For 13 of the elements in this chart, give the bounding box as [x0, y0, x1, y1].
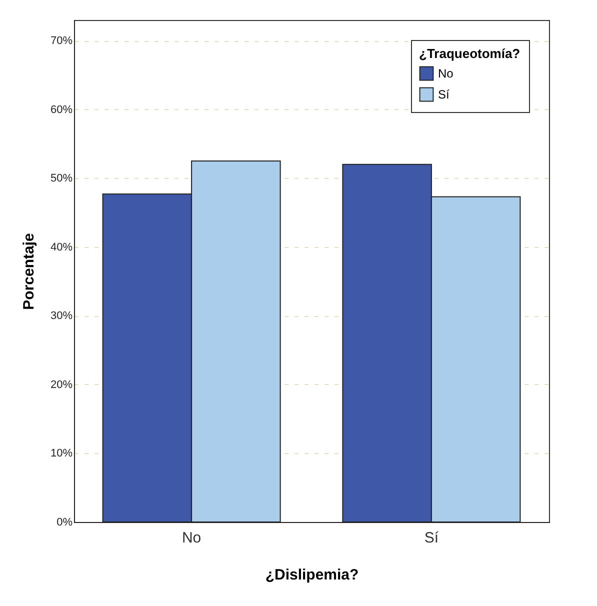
y-tick-label: 70% — [50, 35, 73, 48]
y-tick-label: 60% — [50, 104, 73, 116]
legend-title: ¿Traqueotomía? — [419, 46, 520, 61]
legend-label: Sí — [438, 88, 450, 102]
y-tick-label: 40% — [50, 241, 73, 254]
y-tick-label: 20% — [50, 378, 73, 391]
y-tick-label: 10% — [50, 448, 73, 460]
y-tick-label: 30% — [50, 310, 73, 322]
x-axis-title: ¿Dislipemia? — [265, 566, 359, 584]
y-axis-title: Porcentaje — [20, 233, 38, 310]
y-tick-label: 0% — [56, 516, 73, 528]
y-tick-label: 50% — [50, 172, 73, 185]
legend-label: No — [438, 66, 454, 80]
